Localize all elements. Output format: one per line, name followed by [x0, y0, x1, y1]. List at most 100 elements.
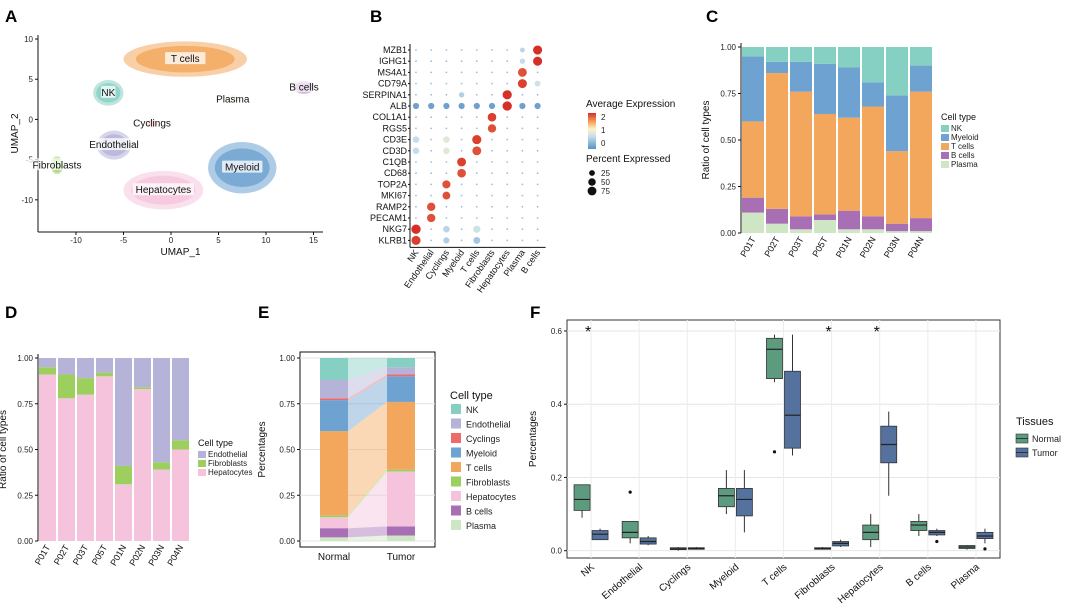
x-tick-label: P02N [858, 235, 878, 259]
bar-segment [320, 517, 348, 529]
bar-segment [790, 61, 812, 92]
flow-band [348, 358, 387, 380]
legend-swatch [451, 476, 461, 487]
legend-label: Normal [1032, 434, 1061, 444]
bar-segment [862, 229, 884, 233]
dot-bg [521, 172, 524, 175]
bar-segment [910, 65, 932, 92]
outlier [628, 490, 632, 494]
legend-title: Cell type [941, 112, 976, 122]
bar-segment [886, 151, 908, 224]
bar-segment [838, 117, 860, 211]
y-tick-label: 0.2 [551, 473, 563, 482]
gene-label: C1QB [382, 157, 407, 167]
y-tick-label: 1.00 [17, 354, 33, 363]
bar-segment [886, 231, 908, 233]
dot-bg [491, 172, 493, 175]
dot [487, 124, 497, 133]
bar-segment [910, 47, 932, 66]
flow-band [348, 376, 387, 432]
dot-bg [521, 93, 524, 96]
legend-title: Tissues [1016, 416, 1054, 428]
legend-swatch [941, 125, 949, 132]
bar-segment [172, 358, 189, 441]
bar-segment [387, 401, 415, 470]
dot-bg [445, 172, 448, 175]
cluster-label: T cells [171, 54, 200, 65]
x-tick-label: Fibroblasts [793, 562, 838, 602]
bar-segment [886, 223, 908, 232]
cluster-label: Endothelial [89, 140, 138, 151]
dot-bg [430, 239, 433, 242]
cluster-t-cells: T cells [123, 41, 247, 77]
x-tick-label: P03T [71, 543, 91, 567]
legend-swatch [198, 460, 206, 467]
legend-swatch [941, 152, 949, 159]
x-tick-label: P04N [165, 543, 185, 567]
dot-bg [475, 161, 478, 163]
dot-bg [415, 71, 417, 74]
gene-label: SERPINA1 [362, 90, 407, 100]
dot-bg [521, 217, 524, 219]
bar-segment [910, 91, 932, 219]
legend-label: Plasma [466, 521, 496, 531]
x-tick-label: Tumor [387, 552, 416, 563]
y-axis-title: Percentages [257, 421, 268, 477]
bar-segment [766, 73, 788, 209]
dot-bg [521, 127, 524, 130]
x-axis-title: UMAP_1 [160, 247, 200, 258]
dot [427, 213, 436, 223]
cluster-label: Hepatocytes [136, 185, 192, 196]
dot [443, 237, 450, 244]
x-tick-label: P01T [33, 543, 53, 567]
y-tick-label: 0 [29, 115, 34, 124]
y-tick-label: 1.00 [720, 43, 736, 52]
legend-label: Myeloid [466, 449, 497, 459]
dot-bg [491, 93, 493, 96]
gene-label: CD3D [382, 146, 407, 156]
panel-label-c: C [706, 7, 718, 26]
bar-segment [115, 358, 132, 466]
legend-title: Cell type [198, 438, 233, 448]
dot-bg [445, 116, 448, 119]
bar-segment [742, 56, 764, 122]
box [766, 337, 783, 379]
dot-bg [445, 93, 448, 96]
dot [502, 101, 512, 111]
size-key-label: 75 [601, 187, 610, 196]
dot-bg [506, 239, 509, 242]
dot-bg [460, 239, 463, 242]
gene-label: KLRB1 [378, 235, 407, 245]
bar-segment [320, 379, 348, 399]
legend-label: Fibroblasts [466, 478, 511, 488]
bar-segment [387, 469, 415, 472]
dot [502, 90, 512, 100]
dot-bg [430, 82, 433, 85]
bar-segment [790, 216, 812, 230]
x-tick-label: -10 [70, 236, 82, 245]
cluster-label: B cells [289, 82, 318, 93]
dot-bg [491, 71, 493, 74]
y-tick-label: 0.00 [17, 537, 33, 546]
colorbar-tick: 2 [601, 113, 606, 122]
gene-label: PECAM1 [370, 213, 407, 223]
panel-c: 0.00 0.25 0.50 0.75 1.00 P01T P02T P03T P05T P01N… [701, 43, 979, 259]
dot-bg [521, 138, 524, 141]
y-tick-label: 5 [29, 75, 34, 84]
x-tick-label: P01N [834, 235, 854, 259]
bar-segment [742, 47, 764, 57]
legend-title: Cell type [450, 390, 493, 402]
gene-label: ALB [390, 101, 407, 111]
legend-label: B cells [951, 151, 975, 160]
flow-band [348, 535, 387, 541]
x-tick-label: B cells [904, 562, 934, 589]
legend-label: Cyclings [466, 434, 501, 444]
bar-segment [387, 526, 415, 536]
flow-band [348, 401, 387, 516]
dot-bg [521, 149, 524, 152]
gene-label: MZB1 [383, 45, 407, 55]
colorbar [588, 113, 596, 149]
bar-segment [320, 537, 348, 541]
bar-segment [320, 528, 348, 538]
dot-bg [415, 183, 417, 186]
